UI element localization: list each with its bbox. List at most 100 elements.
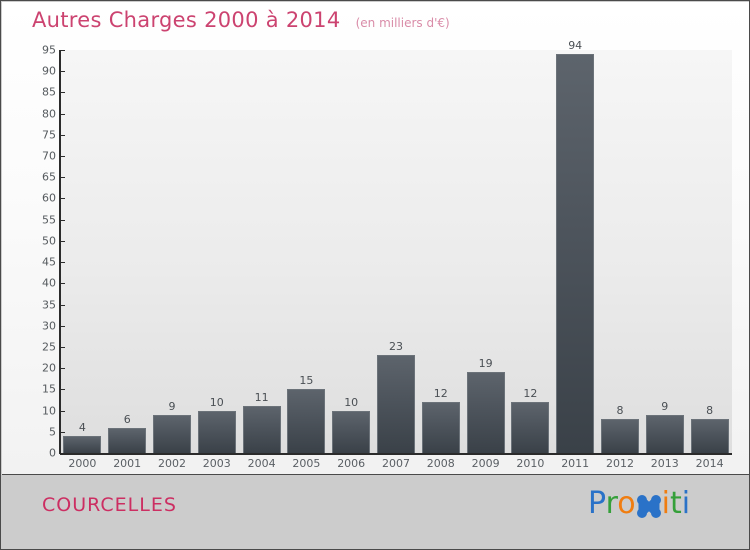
y-axis-tick-mark: [61, 283, 65, 285]
logo-letter-p: P: [588, 486, 606, 521]
bar-value-label: 12: [523, 387, 538, 401]
y-axis-tick-label: 45: [42, 255, 56, 269]
y-axis-tick-label: 25: [42, 340, 56, 354]
x-axis-tick-label: 2004: [247, 457, 276, 470]
y-axis-tick-mark: [61, 240, 65, 242]
x-axis-line: [60, 453, 732, 455]
y-axis-tick-label: 70: [42, 149, 56, 163]
x-axis-tick-label: 2012: [606, 457, 634, 470]
bar-2000[interactable]: [63, 436, 102, 453]
y-axis-tick-mark: [61, 410, 65, 412]
bar-value-label: 9: [168, 399, 176, 413]
bar-2007[interactable]: [377, 355, 415, 453]
y-axis-tick-label: 90: [42, 64, 56, 78]
y-axis-tick-mark: [61, 262, 65, 264]
logo-letter-i2: i: [681, 486, 691, 521]
y-axis-tick-label: 30: [42, 319, 56, 333]
x-axis-tick-label: 2005: [292, 457, 321, 470]
y-axis-tick-mark: [61, 219, 65, 221]
y-axis-tick-mark: [61, 92, 65, 94]
x-axis-tick-label: 2006: [337, 457, 366, 470]
y-axis-tick-label: 0: [49, 446, 56, 460]
y-axis-tick-mark: [61, 368, 65, 370]
y-axis-tick-mark: [61, 134, 65, 136]
logo-x-icon: [636, 490, 662, 520]
bar-2002[interactable]: [153, 414, 191, 453]
bar-value-label: 8: [616, 404, 624, 418]
y-axis-tick-label: 85: [42, 85, 56, 99]
x-axis-tick-label: 2001: [113, 457, 142, 470]
bar-2013[interactable]: [645, 414, 684, 453]
x-axis-tick-label: 2008: [426, 457, 455, 470]
x-axis-tick-label: 2010: [516, 457, 545, 470]
bar-2008[interactable]: [421, 402, 460, 453]
y-axis-tick-mark: [61, 304, 65, 306]
x-axis-tick-label: 2007: [382, 457, 410, 470]
bar-2006[interactable]: [332, 410, 371, 453]
y-axis-tick-mark: [61, 113, 65, 115]
bar-2009[interactable]: [466, 372, 505, 453]
y-axis-tick-mark: [61, 389, 65, 391]
y-axis-tick-label: 5: [49, 425, 56, 439]
y-axis-tick-mark: [61, 346, 65, 348]
y-axis-tick-label: 20: [42, 361, 56, 375]
page-title: Autres Charges 2000 à 2014: [32, 8, 341, 32]
x-axis-tick-label: 2003: [202, 457, 231, 470]
x-axis-tick-label: 2000: [68, 457, 97, 470]
bar-value-label: 6: [123, 412, 131, 426]
bar-value-label: 15: [299, 374, 314, 388]
bar-2011[interactable]: [556, 54, 595, 453]
bar-2012[interactable]: [601, 419, 639, 453]
y-axis-tick-mark: [61, 156, 65, 158]
chart-panel: Autres Charges 2000 à 2014 (en milliers …: [2, 2, 749, 475]
y-axis-tick-label: 65: [42, 170, 56, 184]
x-axis-tick-label: 2013: [650, 457, 679, 470]
logo-letter-i1: i: [661, 486, 670, 521]
y-axis-tick-label: 95: [42, 43, 56, 57]
bar-value-label: 11: [254, 391, 269, 405]
y-axis-tick-label: 60: [42, 191, 56, 205]
bar-value-label: 23: [389, 340, 403, 354]
y-axis-tick-label: 15: [42, 382, 56, 396]
x-axis-tick-label: 2014: [695, 457, 724, 470]
bar-value-label: 19: [478, 357, 493, 371]
bar-value-label: 10: [344, 395, 359, 409]
bar-value-label: 8: [706, 404, 714, 418]
chart-footer: COURCELLES Pro iti: [2, 476, 749, 549]
x-axis-tick-label: 2009: [471, 457, 500, 470]
bar-value-label: 10: [209, 395, 224, 409]
bar-value-label: 94: [568, 39, 583, 53]
x-axis-tick-label: 2002: [158, 457, 186, 470]
y-axis-tick-label: 35: [42, 298, 56, 312]
y-axis-tick-mark: [61, 50, 65, 51]
y-axis-tick-mark: [61, 325, 65, 327]
chart-header: Autres Charges 2000 à 2014 (en milliers …: [32, 8, 450, 32]
y-axis-tick-label: 10: [42, 404, 56, 418]
bar-2004[interactable]: [242, 406, 281, 453]
y-axis-tick-mark: [61, 198, 65, 200]
bar-value-label: 9: [661, 399, 669, 413]
bar-2014[interactable]: [690, 419, 729, 453]
bar-value-label: 12: [433, 387, 448, 401]
y-axis-tick-mark: [61, 177, 65, 179]
y-axis-tick-label: 75: [42, 128, 56, 142]
bar-value-label: 4: [78, 421, 86, 435]
bar-2003[interactable]: [197, 410, 236, 453]
logo-letter-t: t: [669, 486, 682, 521]
y-axis-tick-mark: [61, 71, 65, 73]
bar-2005[interactable]: [287, 389, 326, 453]
y-axis-tick-label: 40: [42, 276, 56, 290]
y-axis-line: [59, 50, 61, 454]
bar-2001[interactable]: [108, 427, 147, 453]
y-axis-tick-label: 80: [42, 107, 56, 121]
bar-2010[interactable]: [511, 402, 550, 453]
chart-subtitle: (en milliers d'€): [355, 16, 450, 30]
y-axis-tick-label: 50: [42, 234, 56, 248]
y-axis-tick-mark: [61, 431, 65, 433]
city-label: COURCELLES: [42, 494, 177, 516]
logo-letter-o: o: [617, 486, 636, 521]
y-axis-tick-mark: [61, 453, 65, 454]
proxiti-logo[interactable]: Pro iti: [588, 486, 690, 521]
x-axis-tick-label: 2011: [561, 457, 590, 470]
